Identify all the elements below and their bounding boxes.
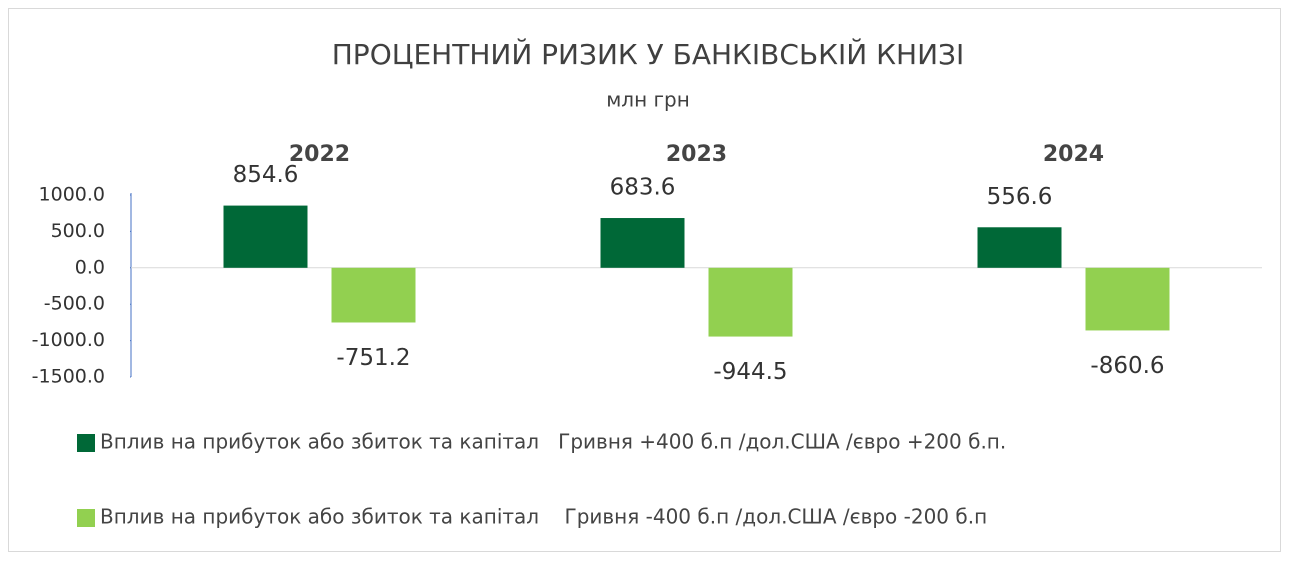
y-tick-label: -500.0 (44, 293, 105, 315)
bar (1085, 267, 1170, 331)
y-tick-label: 500.0 (51, 220, 105, 242)
chart-border (8, 8, 1281, 552)
data-label: -944.5 (713, 359, 787, 385)
category-label: 2022 (289, 142, 350, 167)
category-label: 2024 (1043, 142, 1104, 167)
data-label: 683.6 (610, 175, 676, 201)
y-tick-label: -1000.0 (32, 329, 105, 351)
data-label: 556.6 (987, 184, 1053, 210)
data-label: -751.2 (336, 345, 410, 371)
y-tick-label: 0.0 (75, 256, 105, 278)
y-tick-label: -1500.0 (32, 366, 105, 388)
data-label: -860.6 (1090, 353, 1164, 379)
legend-label: Вплив на прибуток або збиток та капітал … (100, 505, 987, 529)
y-tick-label: 1000.0 (39, 184, 105, 206)
bar (977, 227, 1062, 268)
legend-swatch (77, 509, 95, 527)
chart-subtitle: млн грн (606, 88, 690, 112)
bar (223, 205, 308, 268)
category-label: 2023 (666, 142, 727, 167)
chart-title: ПРОЦЕНТНИЙ РИЗИК У БАНКІВСЬКІЙ КНИЗІ (332, 37, 964, 71)
legend-swatch (77, 434, 95, 452)
bar (331, 267, 416, 323)
legend-label: Вплив на прибуток або збиток та капітал … (100, 430, 1006, 454)
bar (600, 218, 685, 268)
data-label: 854.6 (233, 162, 299, 188)
bar (708, 267, 793, 337)
